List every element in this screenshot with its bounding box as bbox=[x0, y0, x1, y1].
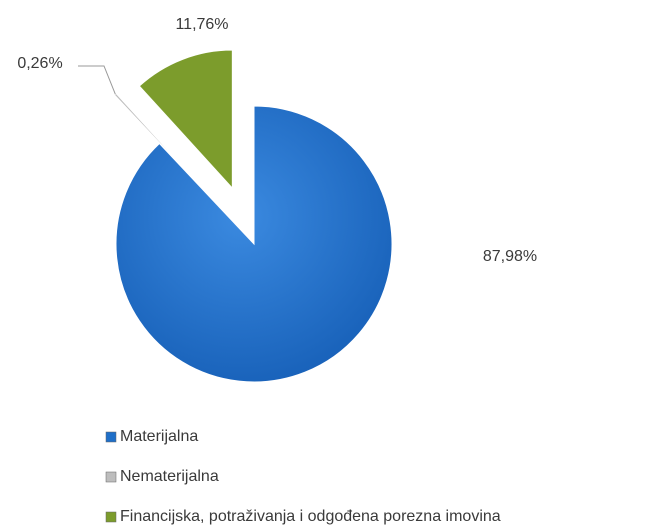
legend-swatch bbox=[105, 431, 117, 443]
data-label: 0,26% bbox=[17, 55, 62, 72]
legend-swatch bbox=[105, 511, 117, 523]
legend-label: Materijalna bbox=[120, 428, 198, 445]
legend-label: Financijska, potraživanja i odgođena por… bbox=[120, 508, 501, 525]
leader-line bbox=[78, 65, 116, 95]
pie-slice bbox=[113, 92, 210, 196]
legend-label: Nematerijalna bbox=[120, 468, 219, 485]
pie-slice bbox=[115, 105, 393, 383]
pie-slice bbox=[138, 49, 233, 190]
data-label: 87,98% bbox=[483, 248, 537, 265]
legend-swatch bbox=[105, 471, 117, 483]
data-label: 11,76% bbox=[175, 16, 228, 33]
